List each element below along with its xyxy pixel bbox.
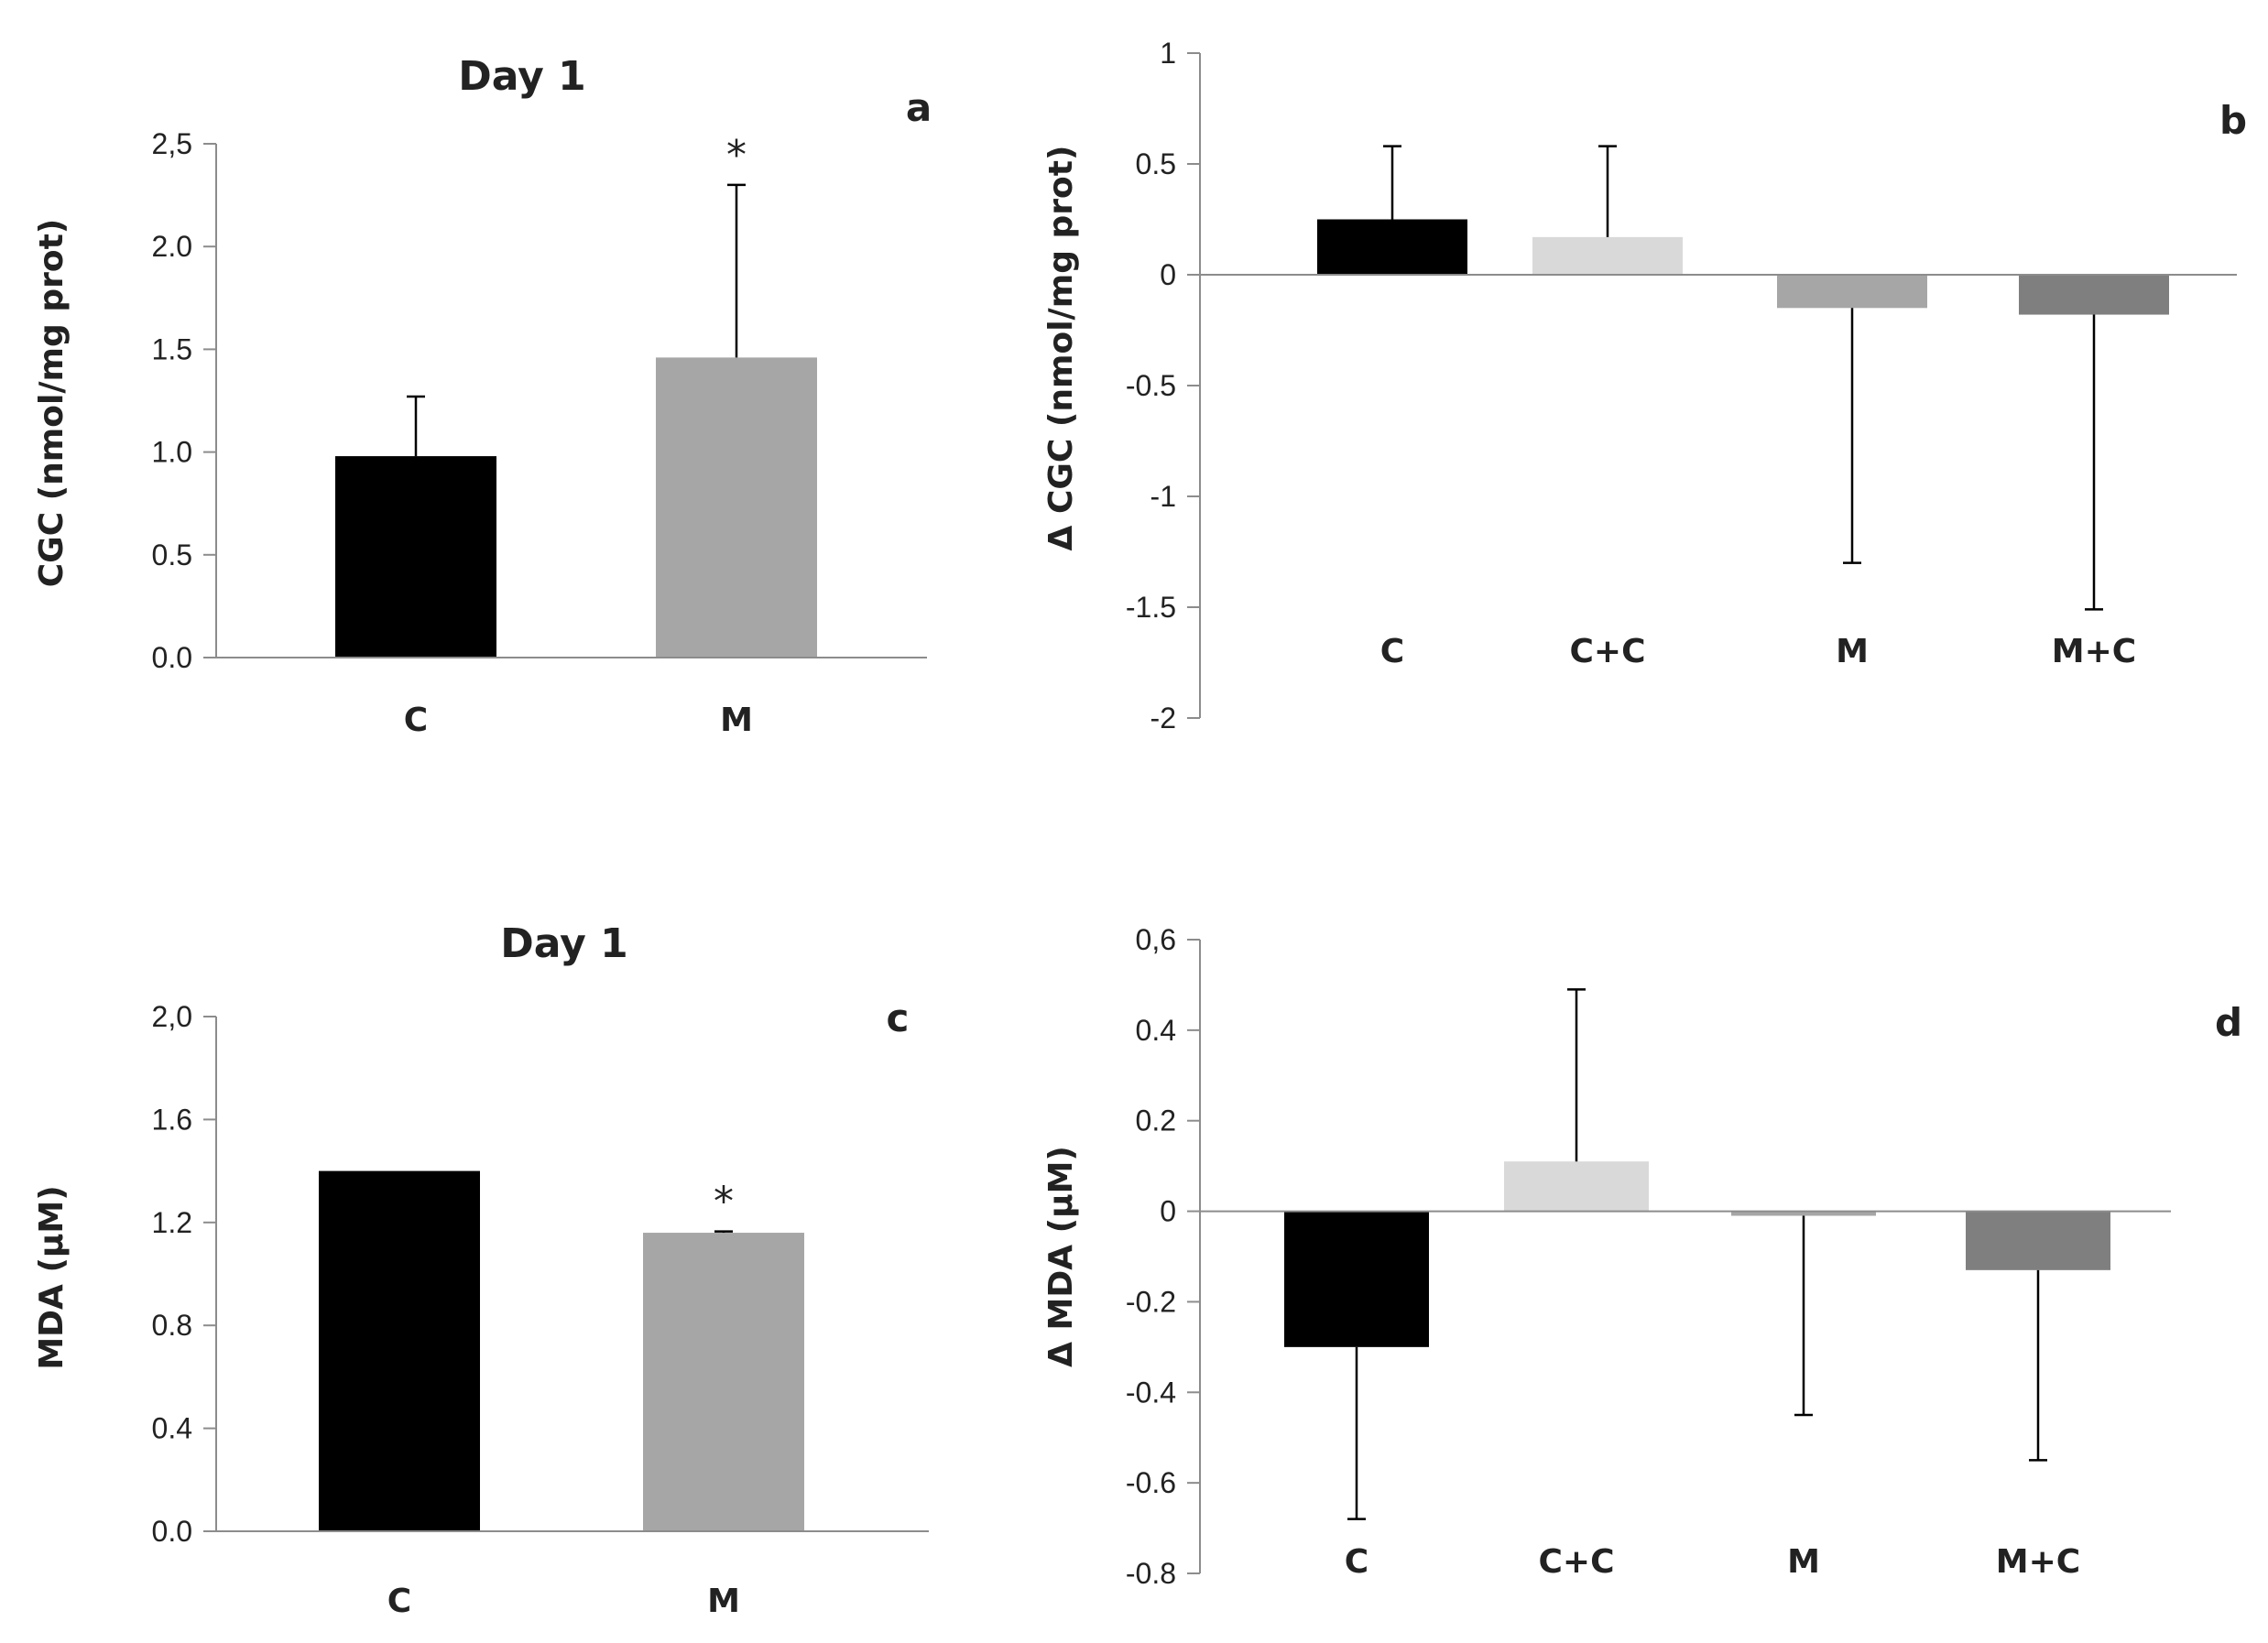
y-tick-label: -2 [1150, 702, 1176, 734]
bar [1966, 1211, 2110, 1270]
y-tick-label: 0.0 [152, 1515, 192, 1548]
bar [319, 1170, 480, 1531]
bar [656, 357, 817, 658]
x-category-label: C [1380, 633, 1404, 670]
panel-label: b [2219, 98, 2247, 143]
y-tick-label: 1.6 [152, 1103, 192, 1136]
y-tick-label: 1 [1160, 37, 1176, 70]
chart-title: Day 1 [500, 920, 627, 967]
y-tick-label: 1.2 [152, 1206, 192, 1239]
significance-marker: * [726, 132, 747, 179]
y-tick-label: 0.8 [152, 1309, 192, 1342]
x-category-label: M [1836, 633, 1869, 670]
y-axis-label: Δ MDA (µM) [1042, 1146, 1080, 1367]
y-tick-label: -1 [1150, 480, 1176, 513]
bar [2019, 275, 2169, 315]
y-tick-label: -0.5 [1126, 369, 1176, 402]
y-tick-label: 2,0 [152, 1000, 192, 1033]
y-axis-label: CGC (nmol/mg prot) [33, 219, 71, 587]
panel-label: a [906, 85, 932, 130]
y-tick-label: -1.5 [1126, 591, 1176, 624]
y-axis-label: Δ CGC (nmol/mg prot) [1042, 146, 1080, 551]
y-tick-label: 0.5 [152, 539, 192, 571]
y-tick-label: -0.8 [1126, 1557, 1176, 1590]
x-category-label: M+C [2052, 633, 2136, 670]
chart-b: -2 -1.5 -1 -0.5 0 0.5 1 C C+C M M+C b Δ CGC (nmol/mg… [1042, 37, 2247, 734]
y-tick-label: 0,6 [1136, 923, 1176, 956]
x-category-label: C+C [1569, 633, 1645, 670]
bar [1504, 1161, 1649, 1212]
y-tick-label: 0 [1160, 258, 1176, 291]
chart-a: 0.0 0.5 1.0 1.5 2.0 2,5 C * M Day 1 a CGC (nmol/mg … [33, 53, 932, 739]
x-category-label: M [707, 1583, 740, 1620]
bar [1284, 1211, 1429, 1347]
x-category-label: C [404, 702, 428, 739]
y-axis-label: MDA (µM) [33, 1185, 71, 1369]
bar [643, 1233, 804, 1531]
significance-marker: * [714, 1179, 734, 1225]
y-tick-label: -0.6 [1126, 1466, 1176, 1499]
bar [1731, 1211, 1876, 1216]
y-tick-label: 2,5 [152, 127, 192, 160]
y-tick-label: 0.5 [1136, 147, 1176, 180]
y-tick-label: 2.0 [152, 230, 192, 263]
chart-d: -0.8 -0.6 -0.4 -0.2 0 0.2 0.4 0,6 C C+C M M+C d Δ MDA… [1042, 923, 2242, 1590]
x-category-label: M [1787, 1543, 1820, 1581]
y-tick-label: 0.0 [152, 641, 192, 674]
bar [1777, 275, 1927, 309]
x-category-label: C [1345, 1543, 1368, 1581]
y-tick-label: -0.4 [1126, 1376, 1176, 1409]
panel-label: d [2215, 1000, 2242, 1045]
x-category-label: C [387, 1583, 411, 1620]
y-tick-label: 0.2 [1136, 1104, 1176, 1137]
bar [1532, 236, 1683, 275]
bar [335, 456, 496, 658]
bar [1317, 219, 1467, 275]
x-category-label: C+C [1538, 1543, 1614, 1581]
y-tick-label: -0.2 [1126, 1285, 1176, 1318]
y-tick-label: 1.0 [152, 436, 192, 469]
panel-label: c [887, 996, 910, 1040]
x-category-label: M [720, 702, 753, 739]
x-category-label: M+C [1996, 1543, 2080, 1581]
y-tick-label: 0.4 [1136, 1014, 1176, 1047]
chart-c: 0.0 0.4 0.8 1.2 1.6 2,0 C * M Day 1 c MDA (µM) [33, 920, 929, 1620]
y-tick-label: 0 [1160, 1195, 1176, 1228]
y-tick-label: 0.4 [152, 1412, 192, 1445]
y-tick-label: 1.5 [152, 332, 192, 365]
chart-title: Day 1 [458, 53, 585, 100]
